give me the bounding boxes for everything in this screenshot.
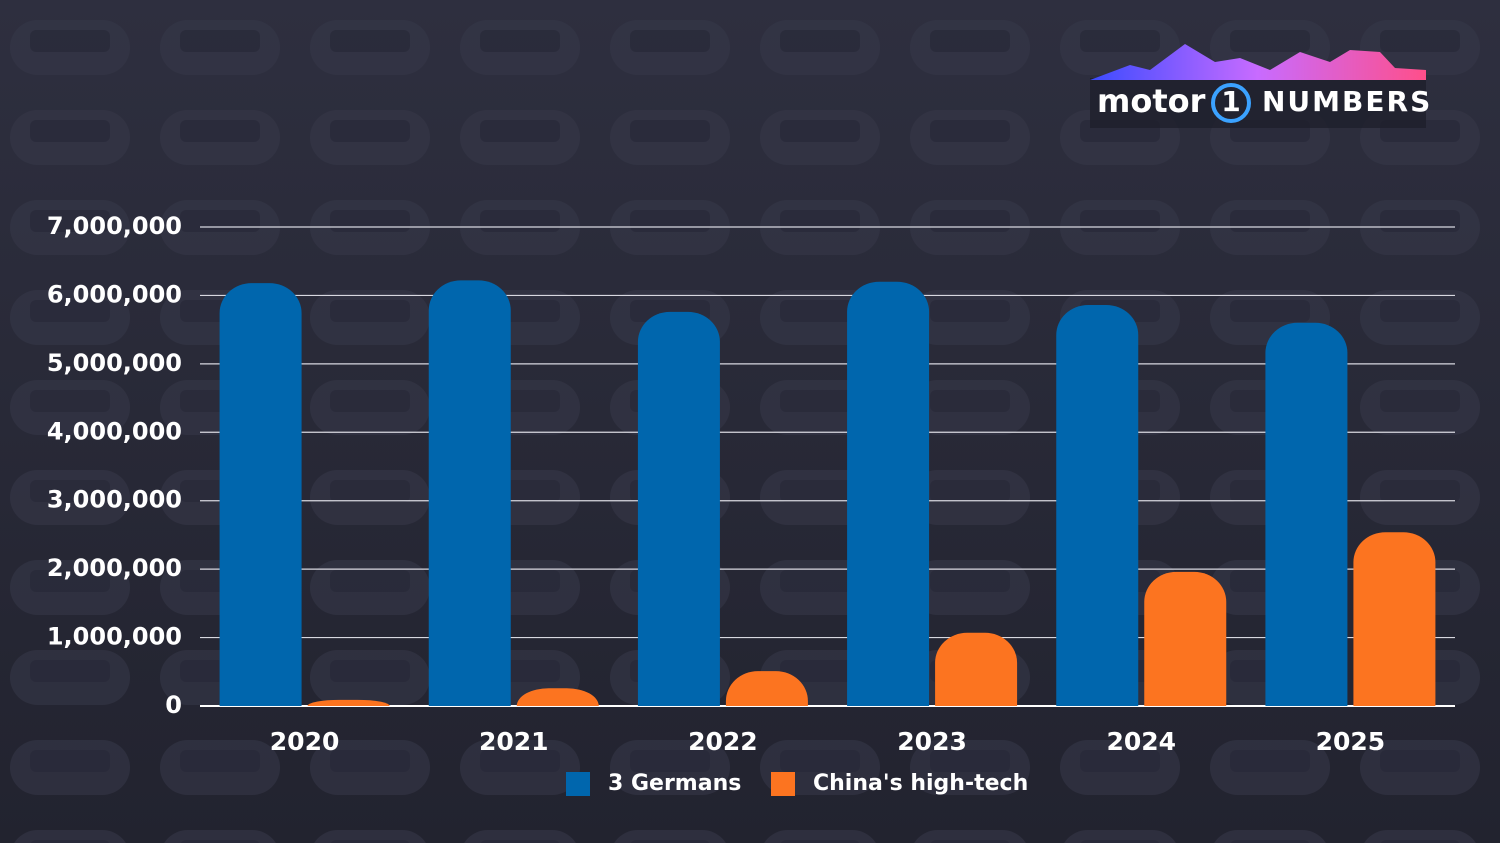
x-tick-label: 2024 <box>1106 727 1176 756</box>
logo-text: motor <box>1097 82 1206 120</box>
y-tick-label: 3,000,000 <box>47 486 182 514</box>
bar <box>428 280 511 706</box>
y-tick-label: 0 <box>165 691 182 719</box>
x-tick-label: 2021 <box>479 727 549 756</box>
bar <box>307 699 390 706</box>
y-tick-label: 6,000,000 <box>47 280 182 308</box>
bar <box>516 688 599 706</box>
y-tick-label: 1,000,000 <box>47 623 182 651</box>
bar <box>847 281 930 706</box>
bar <box>725 671 808 706</box>
x-tick-label: 2025 <box>1316 727 1386 756</box>
logo: motor 1 NUMBERS <box>1090 44 1432 128</box>
legend-swatch <box>566 772 590 796</box>
x-tick-label: 2022 <box>688 727 758 756</box>
bar <box>1144 571 1227 706</box>
y-tick-label: 5,000,000 <box>47 349 182 377</box>
legend-swatch <box>771 772 795 796</box>
logo-box <box>1090 78 1426 128</box>
y-tick-label: 7,000,000 <box>47 212 182 240</box>
bar <box>637 311 720 706</box>
logo-mountains <box>1090 44 1426 80</box>
logo-text: 1 <box>1221 85 1240 118</box>
bar <box>219 283 302 706</box>
x-tick-label: 2020 <box>270 727 340 756</box>
y-tick-label: 4,000,000 <box>47 417 182 445</box>
x-tick-label: 2023 <box>897 727 967 756</box>
bar <box>935 632 1018 706</box>
legend-label: 3 Germans <box>608 771 741 796</box>
logo-ring <box>1211 83 1251 123</box>
bar <box>1265 322 1348 706</box>
bar <box>1353 532 1436 706</box>
logo-text: NUMBERS <box>1262 85 1432 118</box>
bar <box>1056 305 1139 706</box>
legend-label: China's high-tech <box>813 771 1028 796</box>
y-tick-label: 2,000,000 <box>47 554 182 582</box>
